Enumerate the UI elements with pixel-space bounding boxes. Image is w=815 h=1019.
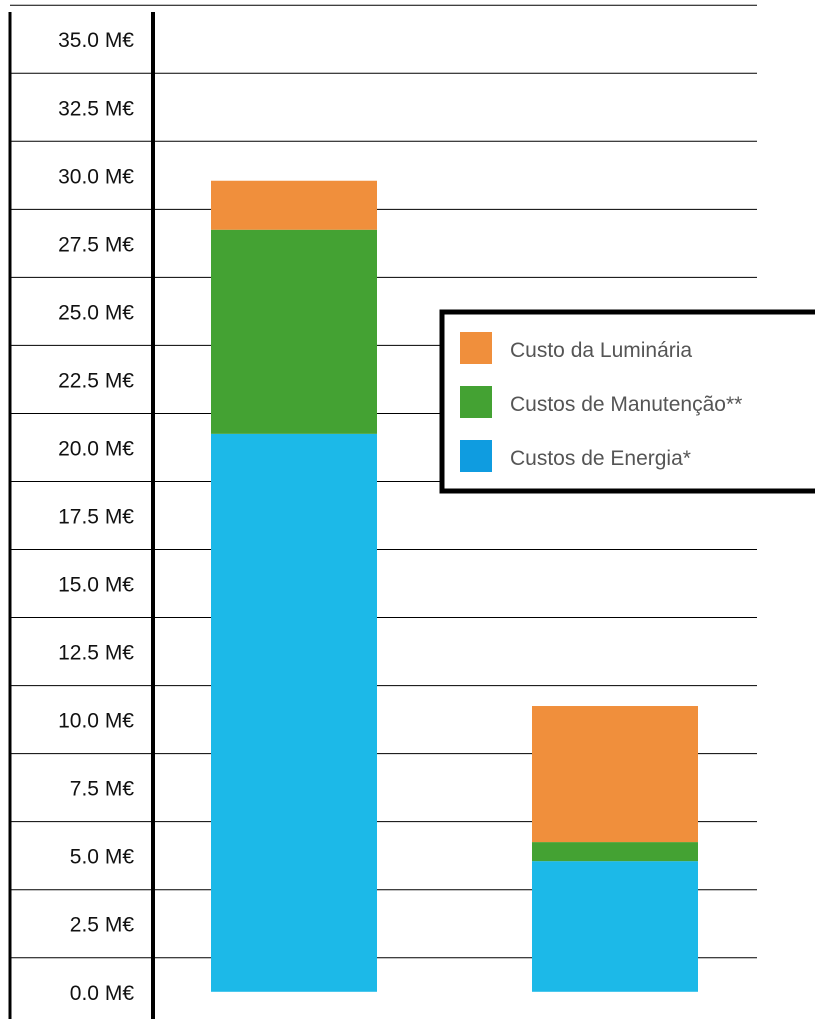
y-tick-label: 22.5 M€ xyxy=(58,369,134,392)
legend-box xyxy=(439,309,815,494)
bar-segment xyxy=(532,861,698,992)
bar-segment xyxy=(211,433,377,992)
gridlines xyxy=(10,4,757,959)
y-tick-label: 12.5 M€ xyxy=(58,642,134,665)
y-tick-label: 30.0 M€ xyxy=(58,165,134,188)
y-axis-ticks: 0.0 M€ 2.5 M€ 5.0 M€ 7.5 M€ 10.0 M€ 12.5 M€ 15… xyxy=(58,29,134,1005)
y-tick-label: 32.5 M€ xyxy=(58,97,134,120)
legend-label-manutencao: Custos de Manutenção** xyxy=(510,393,742,416)
legend-swatch-manutencao xyxy=(460,386,492,418)
bars xyxy=(211,180,698,992)
y-tick-label: 17.5 M€ xyxy=(58,506,134,529)
bar-segment xyxy=(211,229,377,434)
bar-segment xyxy=(211,180,377,230)
legend-label-energia: Custos de Energia* xyxy=(510,447,691,470)
y-tick-label: 20.0 M€ xyxy=(58,437,134,460)
y-tick-label: 10.0 M€ xyxy=(58,710,134,733)
y-tick-label: 0.0 M€ xyxy=(70,982,135,1005)
legend: Custo da Luminária Custos de Manutenção*… xyxy=(439,309,815,494)
y-tick-label: 5.0 M€ xyxy=(70,846,135,869)
legend-swatch-luminaria xyxy=(460,332,492,364)
legend-label-luminaria: Custo da Luminária xyxy=(510,339,692,362)
y-tick-label: 7.5 M€ xyxy=(70,778,135,801)
bar-segment xyxy=(532,706,698,843)
y-tick-label: 25.0 M€ xyxy=(58,301,134,324)
y-tick-label: 27.5 M€ xyxy=(58,233,134,256)
y-tick-label: 2.5 M€ xyxy=(70,914,135,937)
legend-swatch-energia xyxy=(460,440,492,472)
y-tick-label: 15.0 M€ xyxy=(58,574,134,597)
bar-segment xyxy=(532,842,698,862)
y-tick-label: 35.0 M€ xyxy=(58,29,134,52)
